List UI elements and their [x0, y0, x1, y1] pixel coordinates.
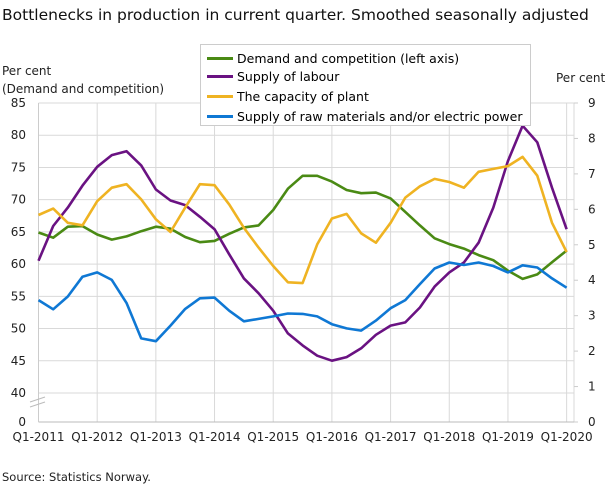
chart-title: Bottlenecks in production in current qua… — [2, 6, 589, 24]
right-tick-label: 9 — [588, 96, 596, 110]
right-tick-label: 3 — [588, 309, 596, 323]
source-note: Source: Statistics Norway. — [2, 470, 151, 484]
left-tick-label: 50 — [11, 322, 26, 336]
left-tick-label: 85 — [11, 96, 26, 110]
axis-break-mark — [29, 401, 46, 408]
legend: Demand and competition (left axis) Supply… — [200, 44, 531, 126]
legend-swatch — [207, 94, 233, 98]
right-tick-label: 5 — [588, 238, 596, 252]
left-tick-label: 80 — [11, 128, 26, 142]
series-line-1 — [38, 174, 568, 281]
legend-item: Supply of raw materials and/or electric … — [207, 107, 522, 125]
x-tick-label: Q1-2014 — [189, 430, 241, 444]
legend-label: Supply of raw materials and/or electric … — [237, 108, 523, 124]
right-tick-label: 1 — [588, 380, 596, 394]
right-tick-label: 4 — [588, 273, 596, 287]
left-axis-label-line1: Per cent — [2, 64, 52, 78]
legend-swatch — [207, 74, 233, 78]
legend-label: Demand and competition (left axis) — [237, 50, 460, 66]
right-tick-label: 8 — [588, 131, 596, 145]
left-tick-label: 55 — [11, 289, 26, 303]
x-tick-label: Q1-2019 — [482, 430, 534, 444]
left-axis-label: Per cent (Demand and competition) — [2, 62, 164, 98]
x-tick-label: Q1-2011 — [13, 430, 65, 444]
series-line-2 — [37, 124, 568, 363]
left-tick-label: 45 — [11, 354, 26, 368]
left-tick-label: 75 — [11, 160, 26, 174]
legend-item: The capacity of plant — [207, 87, 369, 105]
left-tick-label: 40 — [11, 386, 26, 400]
legend-item: Supply of labour — [207, 67, 339, 85]
x-tick-label: Q1-2016 — [306, 430, 358, 444]
right-axis-label: Per cent — [556, 71, 606, 85]
left-tick-label: 70 — [11, 193, 26, 207]
left-tick-label: 65 — [11, 225, 26, 239]
legend-swatch — [207, 114, 233, 118]
x-tick-label: Q1-2017 — [365, 430, 417, 444]
left-tick-label: 0 — [18, 415, 26, 429]
x-tick-label: Q1-2015 — [247, 430, 299, 444]
series-line-3 — [37, 155, 568, 285]
left-axis-label-line2: (Demand and competition) — [2, 82, 165, 96]
left-tick-label: 60 — [11, 257, 26, 271]
legend-swatch — [207, 56, 233, 60]
right-tick-label: 2 — [588, 344, 596, 358]
x-tick-label: Q1-2018 — [423, 430, 475, 444]
x-tick-label: Q1-2013 — [130, 430, 182, 444]
legend-label: Supply of labour — [237, 68, 340, 84]
right-tick-label: 0 — [588, 415, 596, 429]
right-tick-label: 6 — [588, 202, 596, 216]
legend-item: Demand and competition (left axis) — [207, 49, 459, 67]
right-tick-label: 7 — [588, 167, 596, 181]
axis-break-mark — [29, 396, 46, 403]
x-tick-label: Q1-2012 — [71, 430, 123, 444]
series-line-4 — [37, 261, 568, 343]
legend-label: The capacity of plant — [237, 88, 369, 104]
x-tick-label: Q1-2020 — [541, 430, 593, 444]
